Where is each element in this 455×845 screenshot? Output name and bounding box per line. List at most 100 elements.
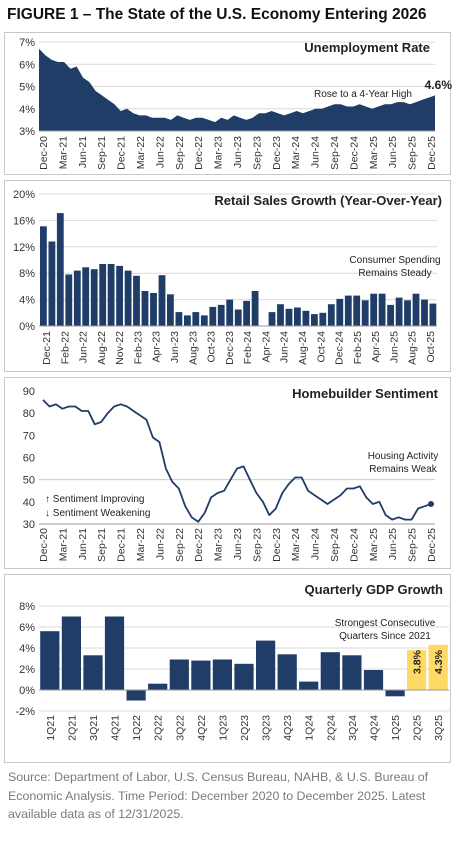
panel-title: Homebuilder Sentiment [292,386,439,401]
x-tick-label: Sep-21 [96,528,108,562]
y-tick-label: -2% [15,706,35,718]
x-tick-label: 3Q21 [88,715,100,741]
annotation: Quarters Since 2021 [339,631,431,642]
x-tick-label: Aug-24 [297,331,309,365]
y-tick-label: 8% [19,268,35,280]
x-tick-label: Mar-24 [290,136,302,169]
retail-bar [353,295,361,326]
retail-bar [327,304,335,326]
x-tick-label: Dec-25 [426,528,438,562]
x-tick-label: Mar-25 [368,136,380,169]
retail-bar [226,299,234,326]
retail-bar [378,293,386,326]
x-tick-label: Dec-20 [38,136,50,170]
x-tick-label: 2Q24 [325,715,337,741]
annotation: Housing Activity [368,451,439,462]
x-tick-label: 1Q22 [131,715,143,741]
gdp-bar [104,616,125,690]
retail-bar [82,267,90,326]
gdp-value-label: 4.3% [433,649,445,674]
annotation: Remains Weak [369,464,438,475]
x-tick-label: Aug-23 [187,331,199,365]
retail-sales-panel: 0% 4% 8% 12% 16% 20% Retail Sales Growth (Year… [4,180,451,372]
x-tick-label: Nov-22 [114,331,126,365]
x-tick-label: Jun-22 [78,331,90,363]
gdp-bar [61,616,81,690]
x-tick-label: Jun-24 [310,528,322,560]
retail-bar [268,312,276,326]
x-tick-label: Aug-25 [407,331,419,365]
gdp-bar [363,670,384,690]
x-tick-label: Sep-25 [407,528,419,562]
retail-bar [167,294,174,326]
retail-bar [277,304,284,326]
x-tick-label: Feb-24 [242,331,254,364]
retail-bar [209,306,217,326]
retail-bar [107,264,115,326]
retail-bar [158,275,166,326]
x-tick-label: 1Q24 [304,715,316,741]
gdp-bar [169,659,189,690]
end-point-marker [428,501,434,508]
retail-bar [370,293,378,326]
y-tick-label: 6% [19,59,35,71]
retail-bar [116,265,123,326]
y-tick-label: 30 [23,519,35,531]
x-tick-label: Oct-24 [315,331,327,363]
x-tick-label: Jun-25 [387,528,399,560]
gdp-bar-highlight [428,644,448,690]
x-tick-label: 2Q21 [66,715,78,741]
x-tick-label: Dec-24 [348,136,360,170]
retail-bar [40,226,47,326]
retail-bar [65,274,73,326]
y-tick-label: 60 [23,453,35,465]
x-tick-label: Jun-21 [77,528,89,560]
retail-bar [99,264,107,326]
y-tick-label: 80 [23,408,35,420]
retail-bar [234,309,242,326]
x-tick-label: Mar-22 [135,528,147,561]
x-tick-label: 2Q23 [239,715,251,741]
annotation: Consumer Spending [349,255,440,266]
x-tick-label: Sep-23 [251,136,263,170]
gdp-bar [320,652,340,690]
y-tick-label: 90 [23,386,35,398]
retail-bar [243,300,250,326]
retail-bar [251,291,259,326]
retail-bar [192,312,200,326]
y-tick-label: 12% [13,242,35,254]
x-tick-label: Jun-25 [388,331,400,363]
x-tick-label: Sep-21 [96,136,108,170]
y-tick-label: 20% [13,189,35,201]
x-tick-label: 4Q22 [196,715,208,741]
x-tick-label: 1Q25 [390,715,402,741]
x-tick-label: Mar-21 [57,136,69,169]
retail-bar [294,307,301,326]
unemployment-area [39,48,435,132]
y-tick-label: 3% [19,126,35,138]
gdp-bar [148,683,168,690]
x-tick-label: Jun-24 [310,136,322,168]
retail-bar [387,304,394,326]
unemployment-panel: 3% 4% 5% 6% 7% Unemployment Rate Rose to a 4-Y… [4,32,452,175]
x-tick-label: Mar-23 [213,136,225,169]
x-tick-label: Mar-22 [135,136,147,169]
y-tick-label: 0% [19,685,35,697]
x-tick-label: Sep-24 [329,136,341,170]
x-tick-label: Jun-23 [169,331,181,363]
annotation: Rose to a 4-Year High [314,89,412,100]
retail-bar [285,308,293,326]
retail-bar [421,299,428,326]
retail-bar [56,213,64,326]
x-tick-label: 3Q24 [347,715,359,741]
y-tick-label: 4% [19,104,35,116]
annotation: Remains Steady [358,268,431,279]
legend-weakening: ↓ Sentiment Weakening [45,508,150,519]
retail-bar [150,293,157,326]
x-tick-label: Sep-23 [251,528,263,562]
y-tick-label: 50 [23,475,35,487]
homebuilder-chart: 30 40 50 60 70 80 90 Homebuilder Sentiment Housi… [23,386,439,562]
x-tick-label: 3Q22 [174,715,186,741]
retail-bar [133,275,140,326]
x-tick-label: Aug-22 [96,331,108,365]
